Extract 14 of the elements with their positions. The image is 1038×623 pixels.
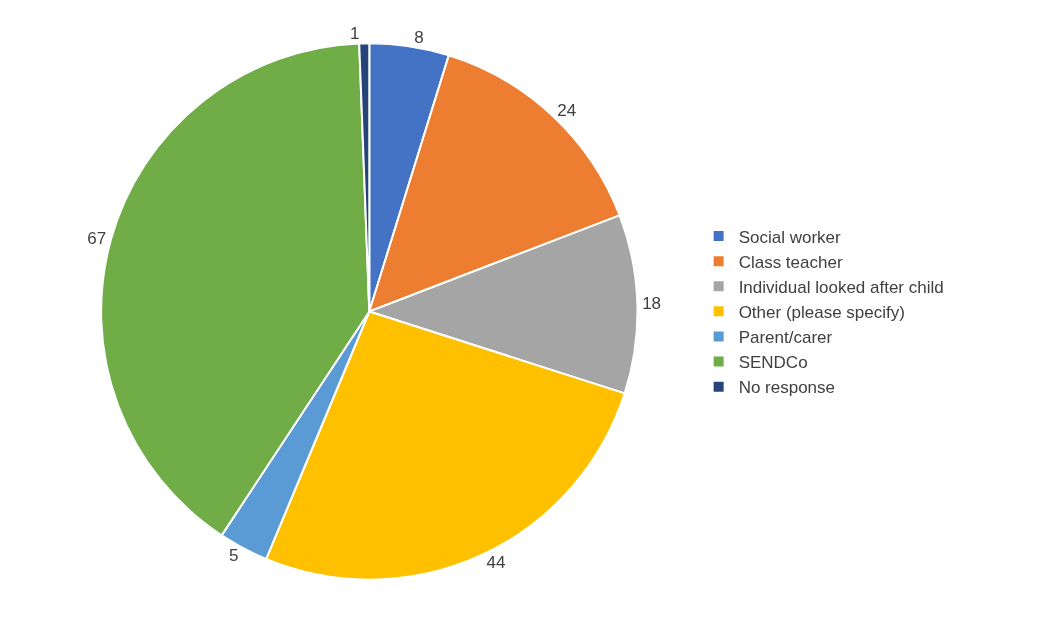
data-label: 5 (229, 546, 239, 566)
data-label: 8 (414, 27, 424, 47)
data-label: 44 (486, 553, 506, 573)
data-label: 1 (350, 24, 360, 44)
legend-label: SENDCo (738, 353, 808, 373)
data-label: 18 (642, 294, 662, 314)
data-label: 67 (87, 229, 107, 249)
legend-label: Other (please specify) (738, 302, 905, 322)
legend-label: No response (738, 378, 836, 398)
legend-label: Class teacher (738, 252, 843, 272)
legend-label: Social worker (738, 227, 842, 247)
legend-label: Individual looked after child (738, 277, 944, 297)
data-label: 24 (557, 101, 577, 121)
legend-label: Parent/carer (738, 328, 833, 348)
